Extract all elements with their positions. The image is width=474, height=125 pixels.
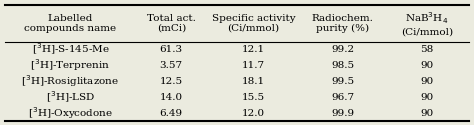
Text: 90: 90 (420, 61, 434, 70)
Text: 90: 90 (420, 77, 434, 86)
Text: 99.2: 99.2 (331, 45, 354, 54)
Text: [$^3$H]-S-145-Me: [$^3$H]-S-145-Me (32, 42, 109, 57)
Text: 61.3: 61.3 (160, 45, 183, 54)
Text: NaB$^3$H$_4$
(Ci/mmol): NaB$^3$H$_4$ (Ci/mmol) (401, 10, 453, 36)
Text: 58: 58 (420, 45, 434, 54)
Text: [$^3$H]-Oxycodone: [$^3$H]-Oxycodone (28, 105, 113, 121)
Text: 3.57: 3.57 (160, 61, 183, 70)
Text: [$^3$H]-Terprenin: [$^3$H]-Terprenin (30, 58, 110, 74)
Text: [$^3$H]-Rosiglitazone: [$^3$H]-Rosiglitazone (21, 74, 119, 89)
Text: 96.7: 96.7 (331, 93, 354, 102)
Text: 18.1: 18.1 (242, 77, 265, 86)
Text: 15.5: 15.5 (242, 93, 265, 102)
Text: 98.5: 98.5 (331, 61, 354, 70)
Text: 6.49: 6.49 (160, 109, 183, 118)
Text: Total act.
(mCi): Total act. (mCi) (147, 14, 196, 33)
Text: 11.7: 11.7 (242, 61, 265, 70)
Text: Radiochem.
purity (%): Radiochem. purity (%) (311, 14, 374, 33)
Text: 14.0: 14.0 (160, 93, 183, 102)
Text: 12.0: 12.0 (242, 109, 265, 118)
Text: Labelled
compounds name: Labelled compounds name (24, 14, 117, 33)
Text: 99.9: 99.9 (331, 109, 354, 118)
Text: [$^3$H]-LSD: [$^3$H]-LSD (46, 90, 95, 105)
Text: Specific activity
(Ci/mmol): Specific activity (Ci/mmol) (211, 14, 295, 33)
Text: 12.1: 12.1 (242, 45, 265, 54)
Text: 12.5: 12.5 (160, 77, 183, 86)
Text: 90: 90 (420, 109, 434, 118)
Text: 90: 90 (420, 93, 434, 102)
Text: 99.5: 99.5 (331, 77, 354, 86)
